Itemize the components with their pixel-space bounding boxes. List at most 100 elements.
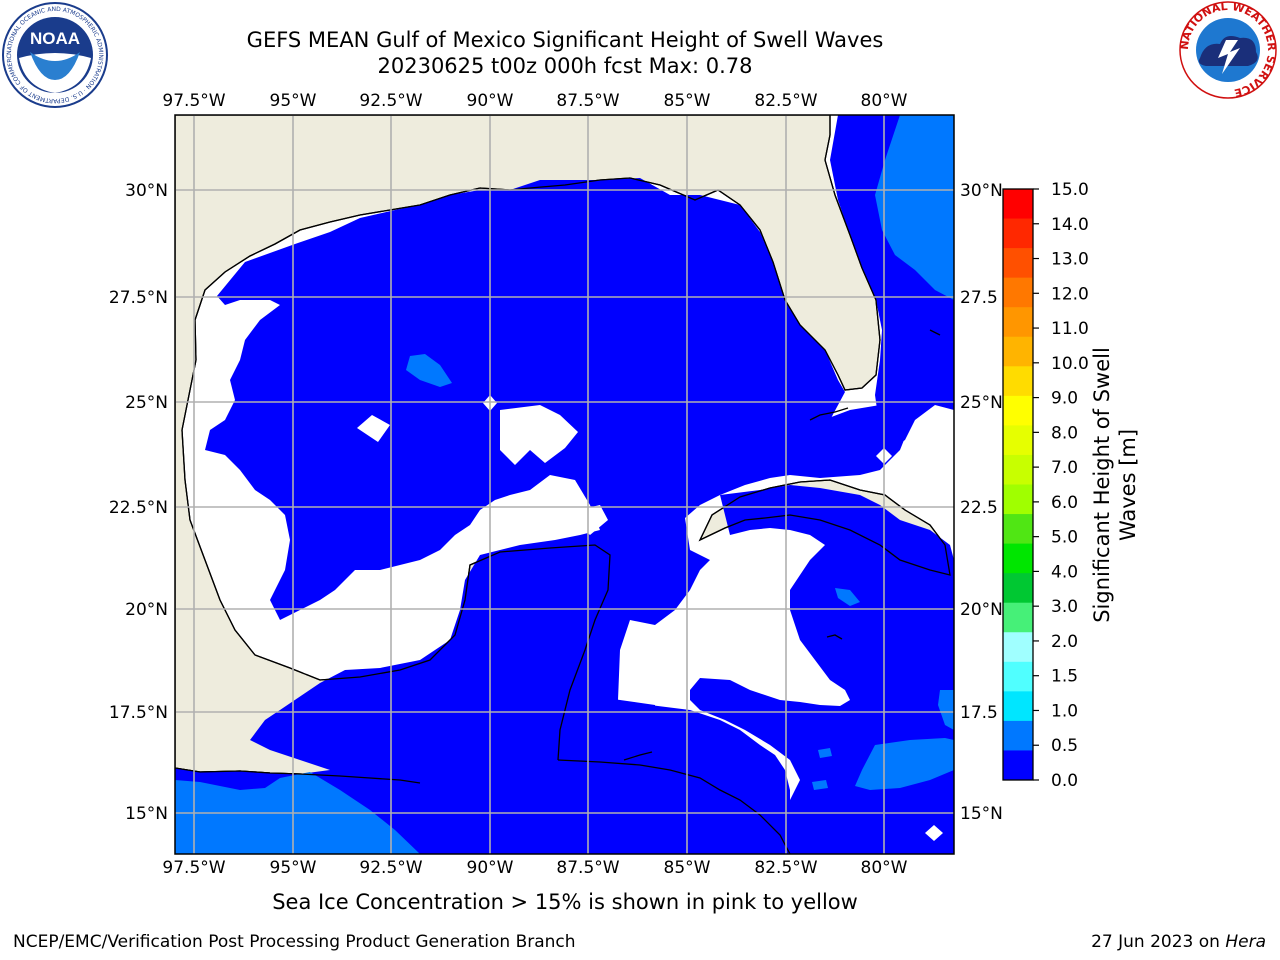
lat-label-left: 30°N — [125, 181, 168, 201]
colorbar-swatch — [1003, 602, 1033, 633]
colorbar-tick-label: 15.0 — [1051, 180, 1089, 200]
noaa-logo: NOAA NATIONAL OCEANIC AND ATMOSPHERIC AD… — [0, 0, 108, 108]
map-frame — [174, 114, 955, 855]
lon-label-top: 92.5°W — [359, 91, 422, 111]
colorbar-tick-label: 11.0 — [1051, 319, 1089, 339]
lat-label-right: 15°N — [960, 804, 1003, 824]
lat-label-left: 22.5°N — [109, 498, 168, 518]
sea-ice-note: Sea Ice Concentration > 15% is shown in … — [272, 890, 858, 914]
swell-field — [175, 115, 954, 854]
lon-label-top: 95°W — [270, 91, 317, 111]
map-area — [175, 115, 954, 854]
swell-region-gulf — [175, 178, 910, 854]
colorbar-tick-label: 14.0 — [1051, 215, 1089, 235]
footer-credit: NCEP/EMC/Verification Post Processing Pr… — [13, 932, 576, 952]
lon-label-bottom: 92.5°W — [359, 858, 422, 878]
colorbar-tick-label: 0.5 — [1051, 736, 1078, 756]
lat-label-right: 20°N — [960, 600, 1003, 620]
lat-label-right: 25°N — [960, 393, 1003, 413]
colorbar-swatch — [1003, 632, 1033, 663]
footer-date: 27 Jun 2023 on Hera — [1091, 932, 1266, 952]
colorbar-swatch — [1003, 395, 1033, 426]
lat-labels-left: 30°N 27.5°N 25°N 22.5°N 20°N 17.5°N 15°N — [109, 181, 168, 824]
colorbar-tick-label: 10.0 — [1051, 354, 1089, 374]
colorbar-tick-label: 3.0 — [1051, 597, 1078, 617]
colorbar: 15.0 14.0 13.0 12.0 11.0 10.0 9.0 8.0 7.0 6.0 5.0 4… — [1002, 180, 1089, 791]
colorbar-swatch — [1003, 336, 1033, 367]
lon-label-bottom: 85°W — [664, 858, 711, 878]
colorbar-tick-label: 5.0 — [1051, 528, 1078, 548]
lat-label-right: 30°N — [960, 181, 1003, 201]
footer-host: Hera — [1225, 932, 1266, 952]
lon-label-top: 80°W — [861, 91, 908, 111]
lat-label-right: 22.5 — [960, 498, 998, 518]
colorbar-tick-label: 12.0 — [1051, 284, 1089, 304]
colorbar-swatch — [1003, 691, 1033, 722]
swell-region-honduras — [560, 695, 660, 774]
lat-label-left: 25°N — [125, 393, 168, 413]
colorbar-swatch — [1003, 661, 1033, 692]
lon-label-top: 82.5°W — [754, 91, 817, 111]
swell-gap-4 — [453, 541, 470, 558]
swell-mid-west-gulf — [406, 354, 452, 387]
lon-label-bottom: 82.5°W — [754, 858, 817, 878]
lon-labels-top: 97.5°W 95°W 92.5°W 90°W 87.5°W 85°W 82.5… — [162, 91, 907, 111]
colorbar-title-line1: Significant Height of Swell — [1090, 347, 1114, 623]
swell-mid-caribbean-2 — [835, 588, 860, 606]
axis-labels: 97.5°W 95°W 92.5°W 90°W 87.5°W 85°W 82.5… — [109, 91, 1003, 878]
noaa-logo-text: NOAA — [30, 29, 80, 48]
swell-gap-7 — [295, 644, 320, 675]
colorbar-swatch — [1003, 307, 1033, 338]
colorbar-swatch — [1003, 514, 1033, 545]
lat-label-left: 20°N — [125, 600, 168, 620]
coastlines — [175, 115, 951, 854]
colorbar-title-line2: Waves [m] — [1116, 428, 1140, 542]
colorbar-swatch — [1003, 454, 1033, 485]
colorbar-tick-label: 7.0 — [1051, 458, 1078, 478]
swell-mid-atlantic — [875, 115, 954, 300]
lon-label-top: 90°W — [467, 91, 514, 111]
colorbar-swatch — [1003, 484, 1033, 515]
swell-mid-caribbean-5 — [812, 780, 828, 790]
footer-date-text: 27 Jun 2023 on — [1091, 932, 1226, 952]
swell-gap-6 — [925, 825, 943, 841]
lon-labels-bottom: 97.5°W 95°W 92.5°W 90°W 87.5°W 85°W 82.5… — [162, 858, 907, 878]
lat-label-left: 17.5°N — [109, 703, 168, 723]
colorbar-tick-label: 0.0 — [1051, 771, 1078, 791]
colorbar-swatch — [1003, 425, 1033, 456]
colorbar-tick-label: 1.5 — [1051, 667, 1078, 687]
lat-label-left: 27.5°N — [109, 288, 168, 308]
colorbar-tick-label: 13.0 — [1051, 250, 1089, 270]
lon-label-bottom: 90°W — [467, 858, 514, 878]
colorbar-swatch — [1003, 573, 1033, 604]
swell-gap-8 — [578, 505, 608, 535]
swell-mid-caribbean-4 — [818, 748, 832, 758]
lon-label-top: 87.5°W — [556, 91, 619, 111]
colorbar-tick-label: 2.0 — [1051, 632, 1078, 652]
colorbar-tick-label: 9.0 — [1051, 389, 1078, 409]
colorbar-frame — [1002, 188, 1034, 781]
colorbar-swatch — [1003, 750, 1033, 781]
swell-gap-1 — [357, 415, 390, 442]
swell-mid-caribbean-3 — [938, 690, 954, 730]
colorbar-tick-label: 6.0 — [1051, 493, 1078, 513]
lat-label-right: 17.5 — [960, 703, 998, 723]
lon-label-top: 85°W — [664, 91, 711, 111]
swell-gap-3 — [500, 405, 578, 465]
colorbar-swatch — [1003, 366, 1033, 397]
colorbar-swatch — [1003, 189, 1033, 220]
lat-label-left: 15°N — [125, 804, 168, 824]
colorbar-swatch — [1003, 277, 1033, 308]
lat-labels-right: 30°N 27.5 25°N 22.5 20°N 17.5 15°N — [960, 181, 1003, 824]
colorbar-tick-label: 4.0 — [1051, 562, 1078, 582]
colorbar-swatch — [1003, 248, 1033, 279]
colorbar-title: Significant Height of Swell Waves [m] — [1089, 347, 1141, 623]
nws-logo: NATIONAL WEATHER SERVICE — [1178, 0, 1278, 99]
lon-label-bottom: 80°W — [861, 858, 908, 878]
lon-label-bottom: 97.5°W — [162, 858, 225, 878]
colorbar-swatch — [1003, 218, 1033, 249]
lon-label-top: 97.5°W — [162, 91, 225, 111]
gridlines — [175, 115, 954, 854]
lon-label-bottom: 87.5°W — [556, 858, 619, 878]
